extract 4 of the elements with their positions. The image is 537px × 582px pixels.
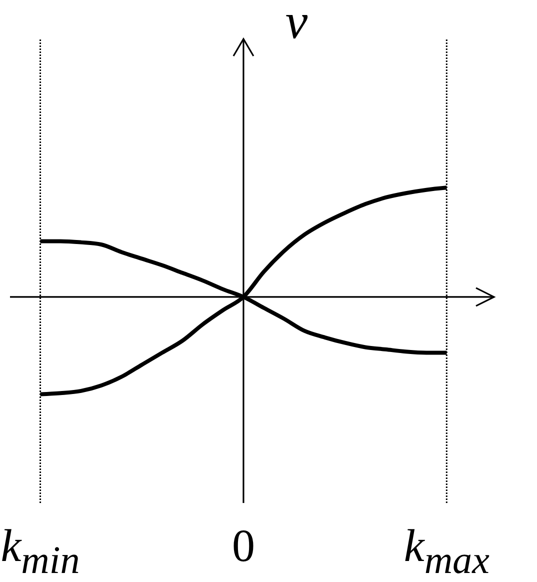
x-tick-label: 0 [232,520,255,571]
y-axis-title: v [285,0,308,49]
x-tick-label: k$_{min}$ [0,520,80,582]
x-tick-label: k$_{max}$ [404,520,490,582]
